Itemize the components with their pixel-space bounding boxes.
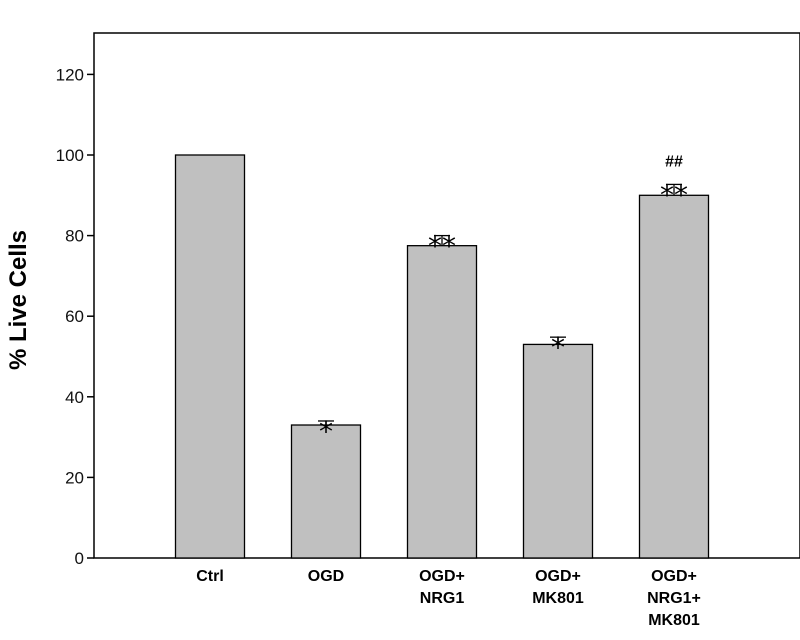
x-category-label-line: NRG1 — [420, 590, 465, 607]
y-tick-label: 0 — [75, 549, 84, 568]
x-category-label-line: MK801 — [648, 612, 700, 629]
y-tick-label: 120 — [56, 65, 84, 84]
x-category-label: OGD+ NRG1+ MK801 — [647, 568, 701, 629]
x-category-label-line: OGD+ — [419, 568, 465, 585]
x-category-label: OGD — [308, 568, 344, 585]
y-tick-label: 100 — [56, 146, 84, 165]
x-category-label: OGD+ MK801 — [532, 568, 584, 607]
bar — [290, 424, 362, 559]
x-category-label-line: NRG1+ — [647, 590, 701, 607]
y-tick-label: 20 — [65, 468, 84, 487]
significance-mark: ** — [428, 230, 456, 263]
y-tick-label: 60 — [65, 307, 84, 326]
x-category-label: Ctrl — [196, 568, 224, 585]
y-tick-label: 40 — [65, 388, 84, 407]
bar — [522, 343, 594, 559]
significance-mark: * — [319, 415, 333, 448]
y-axis-label: % Live Cells — [5, 230, 32, 370]
y-tick-label: 80 — [65, 227, 84, 246]
bar — [638, 194, 710, 559]
significance-mark: * — [551, 331, 565, 364]
x-category-label-line: OGD+ — [535, 568, 581, 585]
x-category-label-line: Ctrl — [196, 568, 224, 585]
bars-group: ******## — [174, 153, 710, 559]
y-axis: 0 20 40 60 80 100 120 — [56, 65, 94, 568]
significance-mark: ** — [660, 178, 688, 211]
bar — [406, 245, 478, 559]
significance-mark-secondary: ## — [665, 153, 683, 170]
x-category-label-line: OGD+ — [651, 568, 697, 585]
x-axis-labels: Ctrl OGD OGD+ NRG1 OGD+ MK801 OGD+ NRG1+ MK801 — [196, 568, 701, 629]
x-category-label-line: OGD — [308, 568, 344, 585]
x-category-label: OGD+ NRG1 — [419, 568, 465, 607]
x-category-label-line: MK801 — [532, 590, 584, 607]
bar — [174, 154, 246, 559]
